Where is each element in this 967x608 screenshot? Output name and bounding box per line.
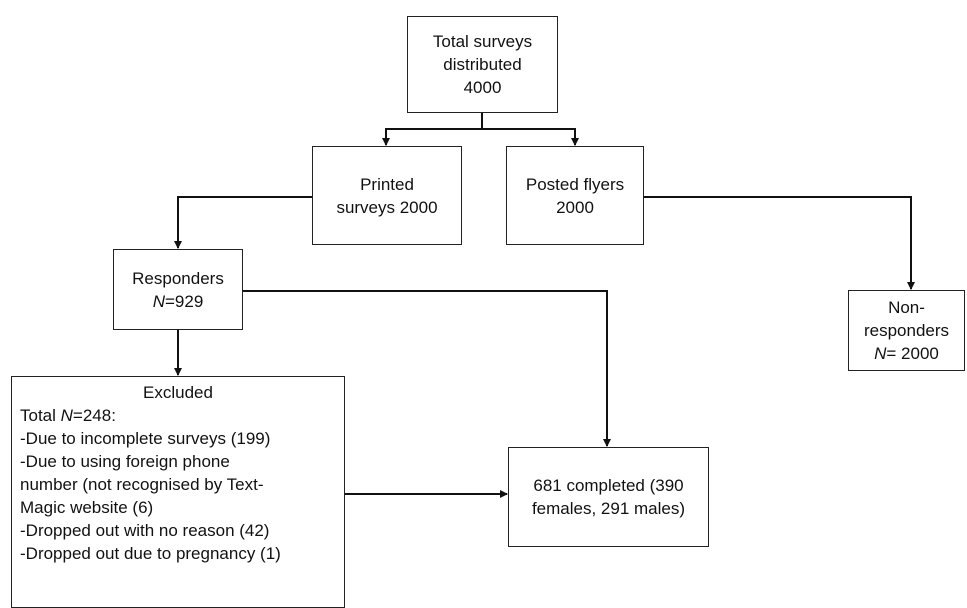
nonresponders-count: N= 2000 [874,342,939,365]
nonresponders-n-symbol: N [874,344,887,363]
completed-line-1: 681 completed (390 [533,476,684,495]
connector-printed-responders [174,196,312,249]
printed-surveys-line-1: Printed [360,174,414,194]
excluded-item: Magic website (6) [20,498,154,517]
excluded-item: number (not recognised by Text- [20,475,264,494]
nonresponders-line-1: Non- [888,298,925,317]
connector-total-split [382,113,483,146]
nonresponders-line-2: responders [863,321,950,340]
excluded-n-symbol: N [60,406,73,425]
responders-box: Responders N=929 [113,249,243,330]
total-surveys-box: Total surveys distributed 4000 [407,16,558,113]
excluded-item: -Due to incomplete surveys (199) [20,429,271,448]
responders-n-symbol: N [152,291,165,311]
nonresponders-box: Non- responders N= 2000 [848,290,965,371]
excluded-item: -Dropped out due to pregnancy (1) [20,544,281,563]
connector-flyers-nonresponders [644,196,915,290]
posted-flyers-line-1: Posted flyers [525,174,625,194]
printed-surveys-box: Printed surveys 2000 [312,146,462,245]
excluded-title: Excluded [143,383,213,402]
completed-line-2: females, 291 males) [531,499,686,518]
excluded-details: Total N=248: -Due to incomplete surveys … [12,404,344,565]
nonresponders-n-value: = 2000 [886,344,939,363]
connector-responders-completed [243,290,611,447]
completed-box: 681 completed (390 females, 291 males) [508,447,709,547]
total-surveys-line-1: Total surveys [432,32,533,51]
excluded-item: -Dropped out with no reason (42) [20,521,270,540]
responders-count: N=929 [153,290,204,313]
total-surveys-line-2: distributed [443,55,522,74]
connector-total-flyers [482,128,579,146]
excluded-box: Excluded Total N=248: -Due to incomplete… [11,376,345,608]
excluded-total: Total N=248: [20,404,344,427]
total-surveys-line-3: 4000 [463,78,502,97]
posted-flyers-box: Posted flyers 2000 [506,146,644,245]
excluded-total-value: =248: [72,406,116,425]
responders-label: Responders [132,268,224,288]
posted-flyers-line-2: 2000 [556,197,594,217]
excluded-total-prefix: Total [20,406,61,425]
printed-surveys-line-2: surveys 2000 [336,197,438,217]
excluded-item: -Due to using foreign phone [20,452,230,471]
responders-n-value: =929 [164,291,204,311]
